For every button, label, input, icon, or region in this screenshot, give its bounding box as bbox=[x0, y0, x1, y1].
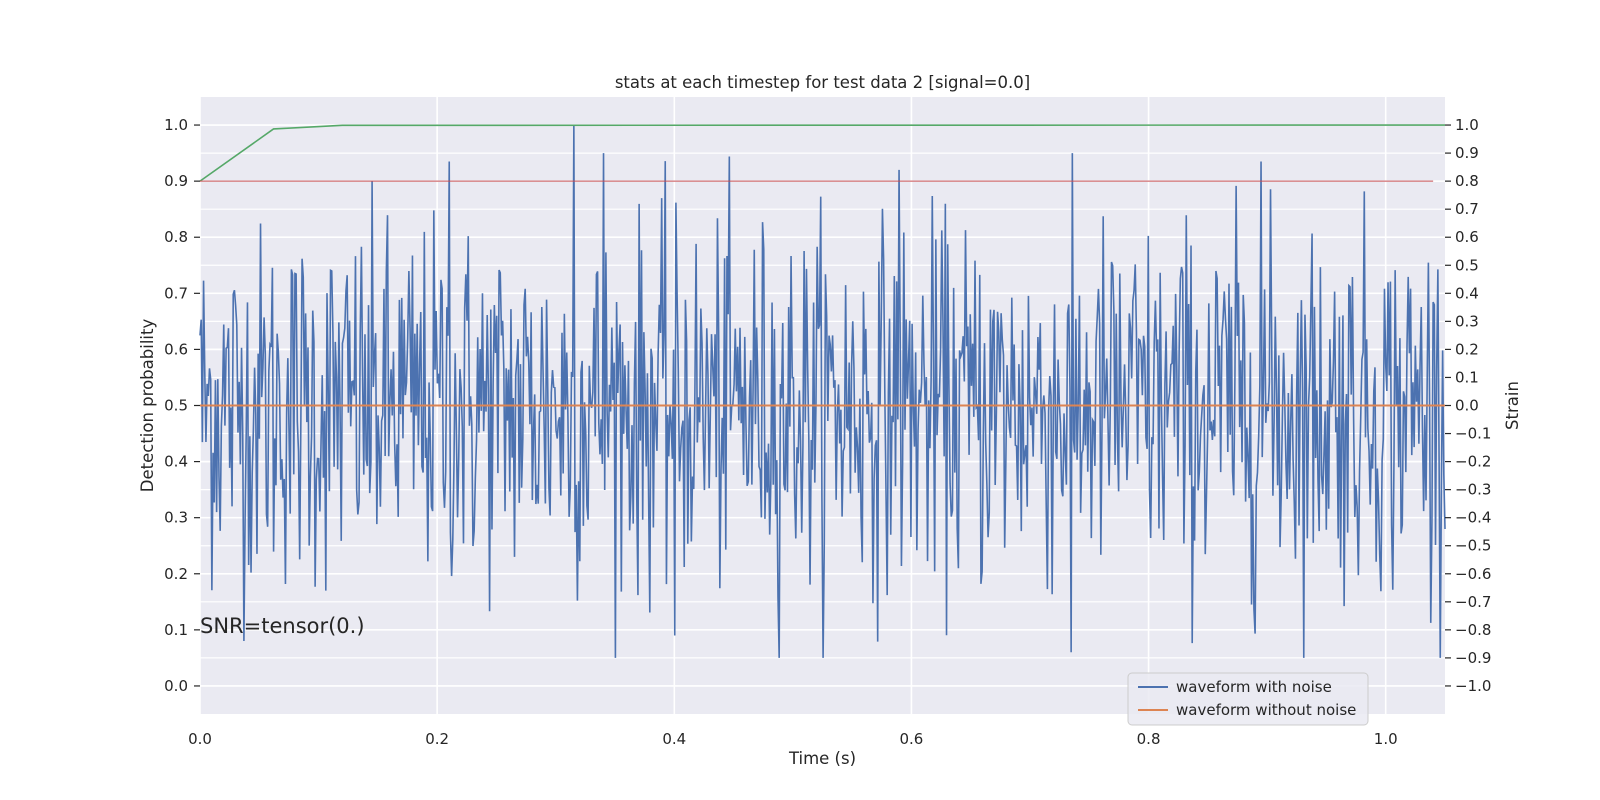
y-tick-label: 0.3 bbox=[164, 509, 188, 527]
snr-annotation: SNR=tensor(0.) bbox=[200, 614, 365, 638]
y2-tick-label: 0.8 bbox=[1455, 172, 1479, 190]
x-tick-label: 0.2 bbox=[425, 730, 449, 748]
x-tick-label: 0.6 bbox=[899, 730, 923, 748]
series-layer bbox=[199, 124, 1446, 658]
y2-tick-label: 0.5 bbox=[1455, 256, 1479, 274]
y-tick-label: 0.7 bbox=[164, 284, 188, 302]
y-tick-label: 0.0 bbox=[164, 677, 188, 695]
y2-tick-label: −0.3 bbox=[1455, 481, 1491, 499]
y-tick-label: 0.9 bbox=[164, 172, 188, 190]
y2-tick-label: 0.2 bbox=[1455, 340, 1479, 358]
axis-ticks: 0.0 0.2 0.4 0.6 0.8 1.0 0.0 0.1 0.2 0.3 0.4 0.5 0.6 0… bbox=[164, 116, 1491, 748]
y-tick-label: 0.6 bbox=[164, 340, 188, 358]
y2-tick-label: 1.0 bbox=[1455, 116, 1479, 134]
y-tick-label: 0.8 bbox=[164, 228, 188, 246]
y2-tick-label: −0.6 bbox=[1455, 565, 1491, 583]
y2-tick-label: −1.0 bbox=[1455, 677, 1491, 695]
x-tick-label: 0.8 bbox=[1137, 730, 1161, 748]
y2-tick-label: −0.9 bbox=[1455, 649, 1491, 667]
y2-tick-label: −0.1 bbox=[1455, 425, 1491, 443]
y2-tick-label: 0.1 bbox=[1455, 368, 1479, 386]
y2-tick-label: 0.7 bbox=[1455, 200, 1479, 218]
y2-tick-label: 0.3 bbox=[1455, 312, 1479, 330]
x-axis-label: Time (s) bbox=[788, 749, 856, 768]
y2-tick-label: 0.4 bbox=[1455, 284, 1479, 302]
y-axis-label: Detection probability bbox=[138, 319, 157, 493]
legend-box bbox=[1127, 672, 1369, 726]
legend-label-waveform-with-noise: waveform with noise bbox=[1176, 678, 1332, 696]
y-tick-label: 0.2 bbox=[164, 565, 188, 583]
y2-tick-label: −0.2 bbox=[1455, 453, 1491, 471]
y-tick-label: 0.4 bbox=[164, 453, 188, 471]
y2-tick-label: 0.0 bbox=[1455, 397, 1479, 415]
y-tick-label: 1.0 bbox=[164, 116, 188, 134]
y2-tick-label: 0.6 bbox=[1455, 228, 1479, 246]
y-tick-label: 0.5 bbox=[164, 397, 188, 415]
x-tick-label: 0.4 bbox=[662, 730, 686, 748]
x-tick-label: 0.0 bbox=[188, 730, 212, 748]
series-detection-probability bbox=[199, 124, 1446, 182]
x-tick-label: 1.0 bbox=[1374, 730, 1398, 748]
y-tick-label: 0.1 bbox=[164, 621, 188, 639]
legend-label-waveform-without-noise: waveform without noise bbox=[1176, 701, 1356, 719]
legend: waveform with noise waveform without noi… bbox=[1127, 672, 1369, 726]
y2-tick-label: −0.4 bbox=[1455, 509, 1491, 527]
chart-title: stats at each timestep for test data 2 [… bbox=[615, 73, 1030, 92]
y2-tick-label: 0.9 bbox=[1455, 144, 1479, 162]
y2-axis-label: Strain bbox=[1503, 381, 1522, 430]
series-waveform-with-noise bbox=[199, 125, 1446, 658]
y2-tick-label: −0.8 bbox=[1455, 621, 1491, 639]
y2-tick-label: −0.5 bbox=[1455, 537, 1491, 555]
y2-tick-label: −0.7 bbox=[1455, 593, 1491, 611]
